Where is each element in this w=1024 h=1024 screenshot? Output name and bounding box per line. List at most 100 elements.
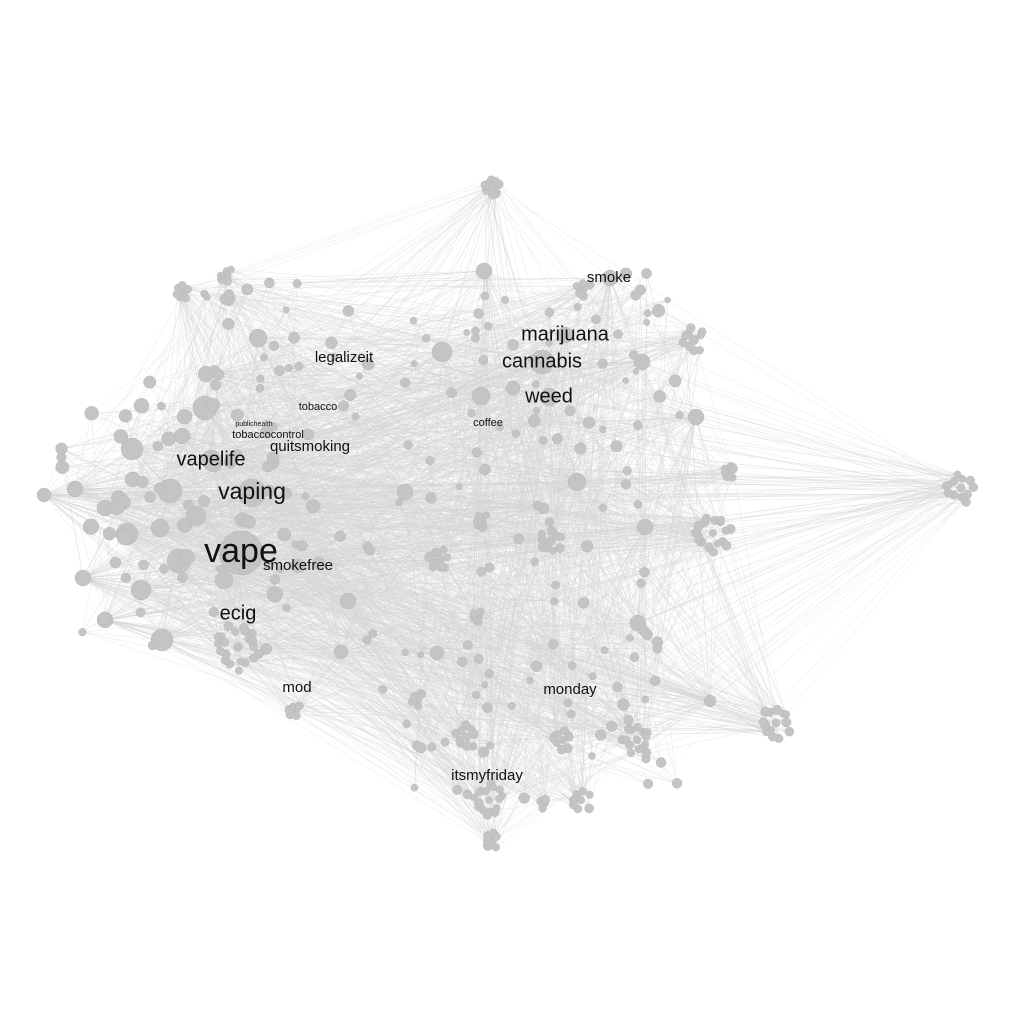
graph-node <box>585 280 595 290</box>
graph-node <box>173 427 191 445</box>
graph-edge <box>161 639 496 848</box>
graph-node <box>431 341 453 363</box>
graph-edge <box>62 467 84 579</box>
graph-edge <box>471 412 547 548</box>
graph-node <box>622 377 630 384</box>
graph-edge <box>432 561 438 654</box>
graph-edge <box>554 731 767 737</box>
graph-edge <box>205 373 552 542</box>
graph-edge <box>487 484 949 847</box>
graph-node <box>484 562 495 573</box>
graph-node <box>491 843 500 852</box>
graph-edge <box>74 474 958 490</box>
label-vapelife: vapelife <box>177 448 246 470</box>
graph-edge <box>238 536 561 671</box>
graph-edge <box>483 270 494 833</box>
graph-node <box>956 483 966 493</box>
graph-node <box>550 597 559 606</box>
graph-edge <box>477 270 485 622</box>
graph-node <box>565 733 574 742</box>
graph-edge <box>159 292 581 529</box>
graph-node <box>643 309 652 317</box>
graph-node <box>362 358 375 371</box>
label-itsmyfriday: itsmyfriday <box>451 767 523 784</box>
graph-edge <box>240 466 732 554</box>
graph-edge <box>483 270 579 809</box>
graph-edge <box>140 589 461 745</box>
graph-edge <box>220 179 492 276</box>
graph-edge <box>546 277 611 548</box>
graph-edge <box>628 728 649 784</box>
graph-node <box>703 694 717 708</box>
graph-node <box>532 380 540 388</box>
graph-edge <box>443 452 477 550</box>
graph-node <box>378 684 388 694</box>
graph-edge <box>628 416 697 730</box>
graph-edge <box>104 507 632 731</box>
graph-node <box>480 291 490 301</box>
graph-edge <box>169 490 487 516</box>
graph-node <box>208 607 219 618</box>
graph-node <box>452 784 463 795</box>
graph-edge <box>251 492 413 702</box>
graph-edge <box>641 361 787 715</box>
graph-edge <box>159 527 446 743</box>
graph-edge <box>556 277 611 536</box>
graph-node <box>217 632 226 640</box>
label-quitsmoking: quitsmoking <box>270 438 350 455</box>
graph-edge <box>82 577 468 738</box>
graph-node <box>241 283 254 296</box>
graph-edge <box>483 270 574 805</box>
graph-edge <box>74 292 184 490</box>
graph-edge <box>177 287 299 567</box>
graph-edge <box>251 492 553 552</box>
graph-edge <box>700 541 778 711</box>
graph-edge <box>560 396 660 538</box>
label-tobaccocontrol: tobaccocontrol <box>232 429 304 441</box>
graph-node <box>159 564 169 574</box>
label-tobacco: tobacco <box>299 401 338 413</box>
graph-edge <box>499 526 646 790</box>
labels-layer: vape vaping vapelife ecig smokefree quit… <box>177 269 632 784</box>
graph-edge <box>634 656 711 702</box>
graph-edge <box>226 275 482 397</box>
graph-edge <box>404 491 787 715</box>
graph-node <box>622 735 631 745</box>
graph-edge <box>544 481 578 804</box>
graph-edge <box>140 589 497 837</box>
graph-edge <box>227 280 697 418</box>
graph-node <box>256 374 265 383</box>
graph-node <box>214 570 234 590</box>
graph-node <box>702 513 711 523</box>
graph-edge <box>438 553 590 809</box>
graph-edge <box>441 351 546 800</box>
graph-node <box>55 460 70 474</box>
graph-edge <box>182 285 384 690</box>
graph-edge <box>221 270 485 280</box>
graph-node <box>351 412 360 421</box>
graph-edge <box>536 480 971 667</box>
graph-node <box>239 564 250 576</box>
graph-node <box>147 640 158 651</box>
graph-node <box>629 350 639 360</box>
graph-node <box>470 333 480 343</box>
graph-edge <box>205 373 700 541</box>
graph-node <box>274 365 286 377</box>
graph-node <box>495 794 504 803</box>
graph-edge <box>61 448 133 458</box>
graph-edge <box>478 481 578 517</box>
graph-node <box>446 387 457 398</box>
graph-edge <box>441 351 532 360</box>
graph-edge <box>204 407 574 805</box>
graph-node <box>290 558 306 574</box>
graph-edge <box>638 416 697 750</box>
graph-edge <box>732 468 780 739</box>
graph-node <box>417 651 425 659</box>
graph-edge <box>580 292 691 329</box>
graph-node <box>231 408 244 422</box>
graph-edge <box>473 528 731 614</box>
graph-node <box>641 731 651 741</box>
graph-edge <box>104 507 422 695</box>
label-monday: monday <box>543 681 597 698</box>
graph-edge <box>548 396 590 809</box>
